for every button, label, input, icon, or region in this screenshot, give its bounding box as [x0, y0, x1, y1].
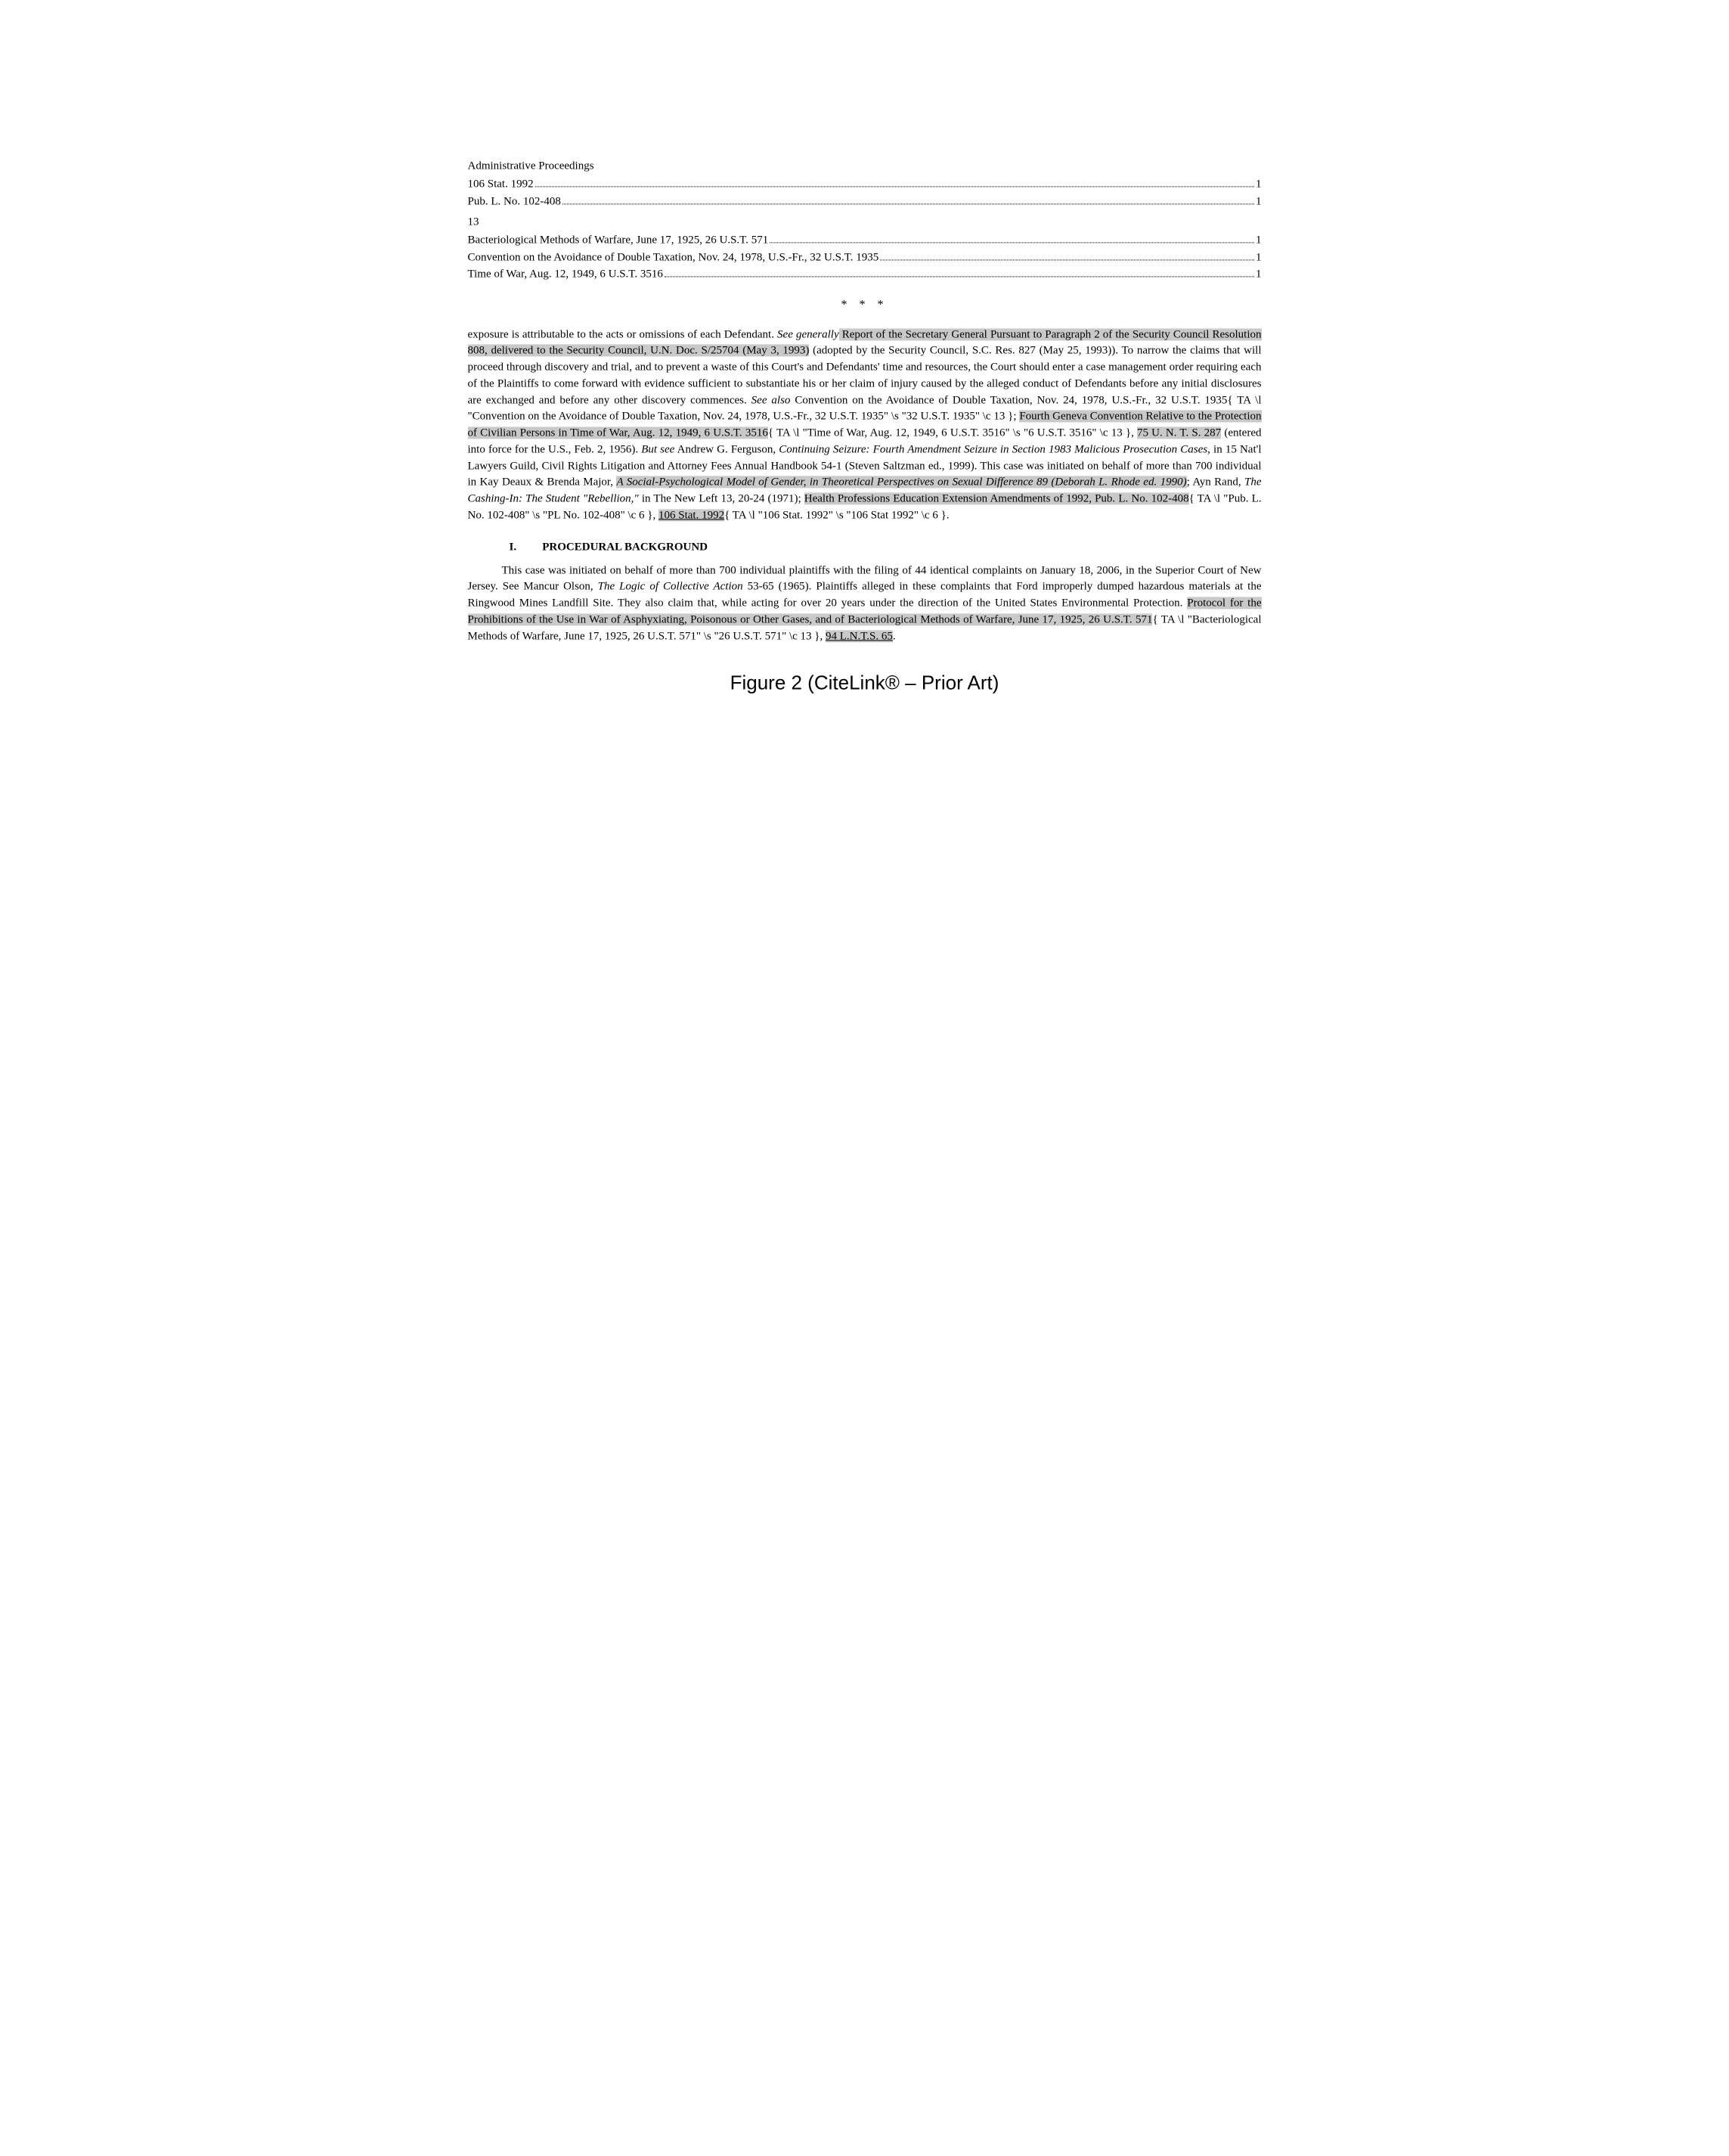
see-also: See also	[751, 394, 791, 406]
toc-dots	[880, 259, 1254, 260]
toc-row: Time of War, Aug. 12, 1949, 6 U.S.T. 351…	[468, 265, 1262, 283]
case-title: Continuing Seizure: Fourth Amendment Sei…	[779, 443, 1207, 455]
highlighted-citation: Health Professions Education Extension A…	[804, 492, 1189, 504]
body-paragraph-1: exposure is attributable to the acts or …	[468, 327, 1262, 524]
section-title: PROCEDURAL BACKGROUND	[542, 541, 708, 553]
text: Andrew G. Ferguson,	[674, 443, 779, 455]
but-see: But see	[641, 443, 674, 455]
toc-row: 106 Stat. 1992 1	[468, 175, 1262, 193]
body-paragraph-2: This case was initiated on behalf of mor…	[468, 563, 1262, 645]
highlighted-citation: 106 Stat. 1992	[658, 509, 724, 521]
toc-label: Pub. L. No. 102-408	[468, 193, 561, 210]
section-heading: I. PROCEDURAL BACKGROUND	[510, 541, 1262, 554]
toc-label: 106 Stat. 1992	[468, 175, 534, 193]
toc-page: 1	[1256, 231, 1262, 249]
toc-dots	[665, 276, 1254, 277]
text: .	[893, 630, 896, 642]
toc-page: 1	[1256, 193, 1262, 210]
figure-page: Administrative Proceedings 106 Stat. 199…	[525, 30, 1205, 824]
toc-row: Pub. L. No. 102-408 1	[468, 193, 1262, 210]
highlighted-citation: 94 L.N.T.S. 65	[826, 630, 893, 642]
separator: * * *	[468, 298, 1262, 312]
highlighted-citation: 75 U. N. T. S. 287	[1137, 427, 1221, 439]
toc-top: Administrative Proceedings 106 Stat. 199…	[468, 160, 1262, 209]
toc-bottom: Bacteriological Methods of Warfare, June…	[468, 231, 1262, 283]
toc-dots	[535, 186, 1254, 187]
see-generally: See generally	[777, 328, 839, 340]
toc-dots	[562, 203, 1254, 204]
rotated-container: Administrative Proceedings 106 Stat. 199…	[525, 30, 1205, 824]
book-title: The Logic of Collective Action	[598, 581, 743, 593]
toc-page: 1	[1256, 265, 1262, 283]
toc-page: 1	[1256, 249, 1262, 266]
text: in The New Left 13, 20-24 (1971);	[639, 492, 804, 504]
toc-label: Bacteriological Methods of Warfare, June…	[468, 231, 769, 249]
text: { TA \l "106 Stat. 1992" \s "106 Stat 19…	[724, 509, 949, 521]
figure-caption: Figure 2 (CiteLink® – Prior Art)	[468, 672, 1262, 695]
document-content: Administrative Proceedings 106 Stat. 199…	[468, 160, 1262, 694]
toc-label: Time of War, Aug. 12, 1949, 6 U.S.T. 351…	[468, 265, 663, 283]
toc-dots	[770, 242, 1254, 243]
text: ; Ayn Rand,	[1187, 476, 1244, 489]
toc-sub-number: 13	[468, 216, 1262, 228]
toc-row: Bacteriological Methods of Warfare, June…	[468, 231, 1262, 249]
highlighted-citation: A Social-Psychological Model of Gender, …	[616, 476, 1186, 489]
section-number: I.	[510, 541, 540, 554]
text: exposure is attributable to the acts or …	[468, 328, 778, 340]
toc-page: 1	[1256, 175, 1262, 193]
toc-heading: Administrative Proceedings	[468, 160, 1262, 172]
toc-label: Convention on the Avoidance of Double Ta…	[468, 249, 879, 266]
toc-row: Convention on the Avoidance of Double Ta…	[468, 249, 1262, 266]
text: { TA \l "Time of War, Aug. 12, 1949, 6 U…	[768, 427, 1137, 439]
